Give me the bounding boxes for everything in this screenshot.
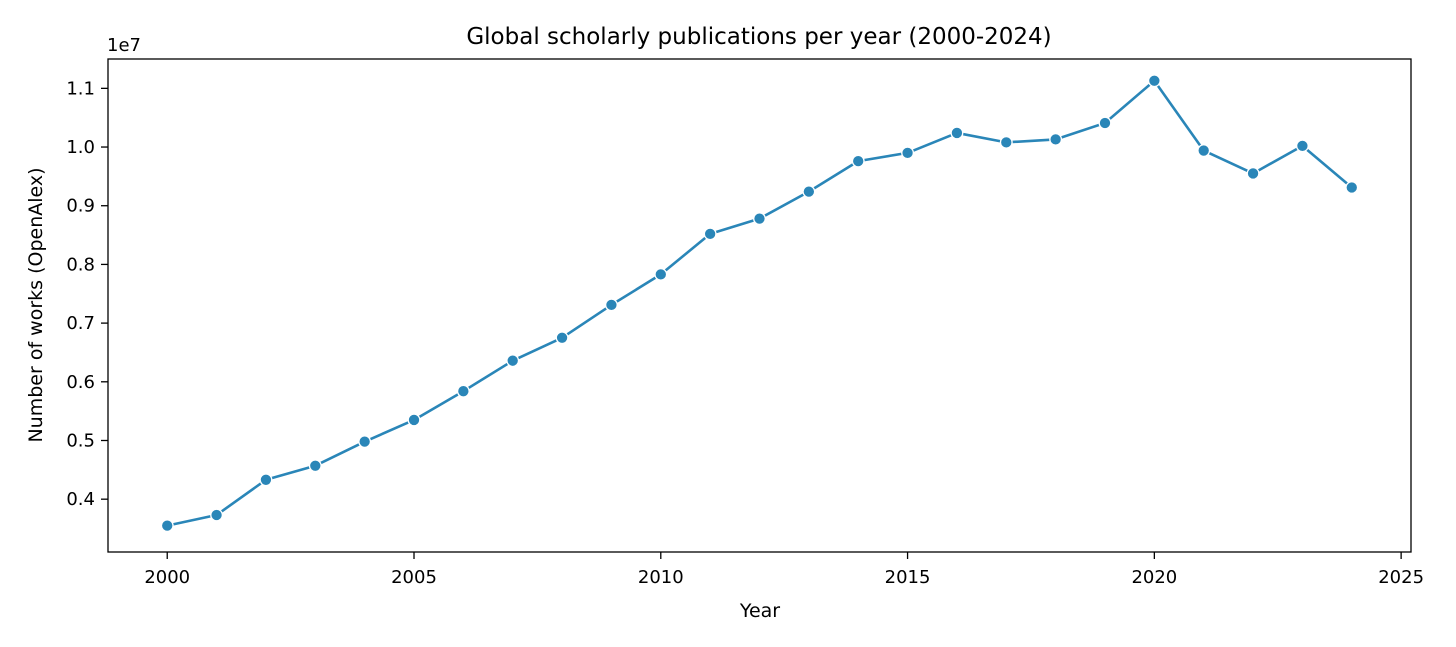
y-tick-label: 0.5 (66, 430, 95, 451)
data-point (703, 227, 717, 241)
x-tick-label: 2015 (885, 567, 931, 588)
data-point (506, 354, 520, 368)
data-point (308, 459, 322, 473)
data-point (555, 331, 569, 345)
data-point (802, 185, 816, 199)
plot-series (160, 74, 1359, 533)
y-tick-label: 0.9 (66, 196, 95, 217)
data-point (604, 298, 618, 312)
x-tick-label: 2020 (1131, 567, 1177, 588)
plot-frame (107, 58, 1412, 553)
data-point (210, 508, 224, 522)
data-point (160, 519, 174, 533)
data-point (1246, 166, 1260, 180)
y-tick-label: 1.0 (66, 137, 95, 158)
x-tick-label: 2005 (391, 567, 437, 588)
data-point (1049, 132, 1063, 146)
data-point (999, 135, 1013, 149)
y-tick-label: 0.6 (66, 372, 95, 393)
y-axis-ticks: 0.4 0.5 0.6 0.7 0.8 0.9 1.0 1.1 (66, 78, 108, 510)
data-point (1197, 144, 1211, 158)
data-point (654, 267, 668, 281)
data-point (1098, 116, 1112, 130)
x-axis-ticks: 2000 2005 2010 2015 2020 2025 (144, 552, 1424, 588)
x-axis-label: Year (739, 600, 780, 622)
data-point (753, 212, 766, 226)
y-tick-label: 1.1 (66, 78, 95, 99)
data-point (851, 154, 865, 168)
data-point (456, 384, 470, 398)
x-tick-label: 2025 (1378, 567, 1424, 588)
data-point (1295, 139, 1309, 153)
x-tick-label: 2010 (638, 567, 684, 588)
data-point (1147, 74, 1161, 88)
data-point (950, 126, 964, 140)
chart-title: Global scholarly publications per year (… (466, 24, 1051, 50)
x-tick-label: 2000 (144, 567, 190, 588)
data-point (259, 473, 273, 487)
y-tick-label: 0.7 (66, 313, 95, 334)
y-axis-offset-text: 1e7 (107, 35, 141, 56)
data-point (358, 435, 372, 449)
data-point (407, 413, 421, 427)
y-axis-label: Number of works (OpenAlex) (25, 167, 47, 442)
data-point (901, 146, 915, 160)
data-point (1345, 181, 1359, 194)
y-tick-label: 0.4 (66, 489, 95, 510)
y-tick-label: 0.8 (66, 254, 95, 275)
